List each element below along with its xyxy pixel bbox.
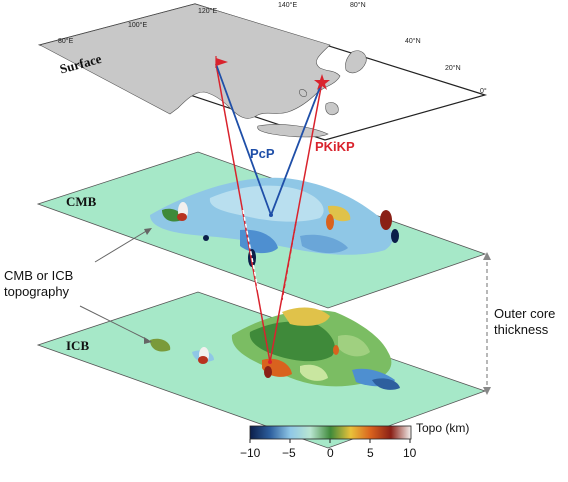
thickness-note-line1: Outer core [494,306,556,321]
topo-arrow-to-icb [79,305,149,341]
thickness-note: Outer core thickness [494,306,555,338]
colorbar-title: Topo (km) [416,421,470,435]
colorbar [249,425,412,443]
pcp-ray-right-up [270,81,323,216]
taiwan-island [299,89,307,97]
annotation-arrows [79,228,491,395]
colorbar-tick-0: 0 [327,446,334,460]
ray-paths [215,56,330,364]
map-tick-lon-140e: 140°E [278,2,298,9]
icb-peaks [198,345,339,378]
map-tick-lon-120e: 120°E [198,8,218,15]
colorbar-ticks [249,439,411,443]
colorbar-tick-neg5: −5 [282,446,296,460]
surface-map [37,3,488,141]
pcp-label: PcP [250,146,275,161]
icb-layer [36,291,487,449]
cmb-peaks [177,202,399,267]
philippines-islands [325,102,339,116]
colorbar-tick-neg10: −10 [240,446,261,460]
asia-landmass [39,3,341,119]
station-star-icon [314,74,330,90]
pcp-bounce-point [269,213,273,217]
icb-topography-patches [150,307,400,390]
map-tick-lon-80e: 80°E [58,38,74,45]
pcp-ray-left-down [215,63,272,216]
topography-note: CMB or ICB topography [4,268,73,300]
colorbar-tick-5: 5 [367,446,374,460]
map-tick-lon-100e: 100°E [128,22,148,29]
icb-label: ICB [66,338,90,353]
indonesia-islands [257,124,329,138]
topography-note-line2: topography [4,284,70,299]
colorbar-tick-10: 10 [403,446,417,460]
pkikp-hidden-right [281,221,297,301]
colorbar-ramp [249,425,412,440]
topo-arrow-to-cmb [94,229,149,263]
topography-note-line1: CMB or ICB [4,268,74,283]
thickness-note-line2: thickness [494,322,549,337]
cmb-layer [36,151,487,309]
pkikp-label: PKiKP [315,139,355,154]
map-tick-lat-0: 0° [480,88,487,95]
pkikp-bounce-point [268,360,272,364]
cmb-label: CMB [66,194,97,209]
source-flag-icon [216,58,228,66]
map-tick-lat-40n: 40°N [405,38,421,45]
japan-islands [345,50,367,74]
map-tick-lat-80n: 80°N [350,2,366,9]
map-tick-lat-20n: 20°N [445,65,461,72]
